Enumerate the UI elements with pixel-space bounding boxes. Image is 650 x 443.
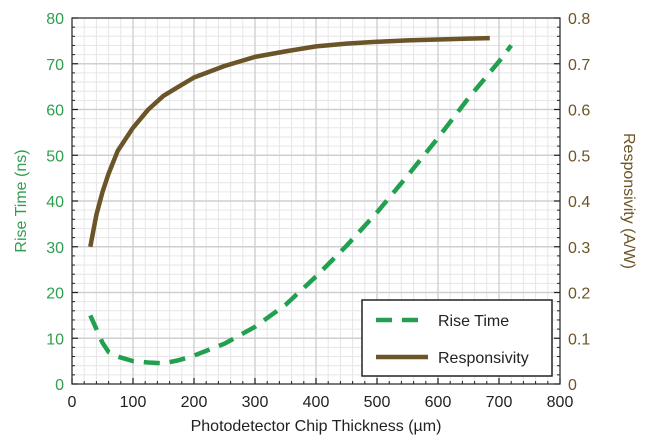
x-tick-label: 700	[486, 394, 513, 411]
y-right-tick-label: 0.7	[568, 57, 590, 74]
x-tick-label: 200	[181, 394, 208, 411]
x-tick-label: 0	[68, 394, 77, 411]
x-tick-label: 100	[120, 394, 147, 411]
y-right-tick-label: 0.1	[568, 331, 590, 348]
y-axis-left-title: Rise Time (ns)	[13, 149, 30, 252]
series-rise-time-line	[88, 44, 513, 366]
y-left-tick-label: 50	[46, 148, 64, 165]
y-left-tick-label: 0	[55, 377, 64, 394]
y-left-tick-label: 10	[46, 331, 64, 348]
series-responsivity-line	[88, 35, 490, 248]
x-tick-label: 500	[364, 394, 391, 411]
y-right-tick-label: 0.8	[568, 11, 590, 28]
x-tick-label: 400	[303, 394, 330, 411]
x-tick-label: 800	[547, 394, 574, 411]
y-left-tick-label: 30	[46, 240, 64, 257]
legend-label-responsivity: Responsivity	[438, 350, 529, 367]
x-axis-title: Photodetector Chip Thickness (µm)	[191, 418, 442, 435]
y-axis-right-title: Responsivity (A/W)	[620, 133, 637, 269]
y-left-tick-label: 20	[46, 286, 64, 303]
y-left-tick-label: 70	[46, 57, 64, 74]
y-left-tick-label: 80	[46, 11, 64, 28]
y-right-tick-label: 0	[568, 377, 577, 394]
y-right-tick-label: 0.3	[568, 240, 590, 257]
y-right-tick-label: 0.6	[568, 103, 590, 120]
x-tick-label: 600	[425, 394, 452, 411]
legend-box	[361, 299, 553, 377]
legend-label-rise-time: Rise Time	[438, 313, 509, 330]
x-tick-label: 300	[242, 394, 269, 411]
tick-labels: 0102030405060708000.10.20.30.40.50.60.70…	[46, 11, 590, 411]
y-right-tick-label: 0.5	[568, 148, 590, 165]
plot-frame	[71, 17, 561, 385]
y-left-tick-label: 40	[46, 194, 64, 211]
series-layer	[88, 35, 513, 366]
legend: Rise Time Responsivity	[361, 299, 553, 377]
y-left-tick-label: 60	[46, 103, 64, 120]
y-right-tick-label: 0.4	[568, 194, 590, 211]
y-right-tick-label: 0.2	[568, 286, 590, 303]
